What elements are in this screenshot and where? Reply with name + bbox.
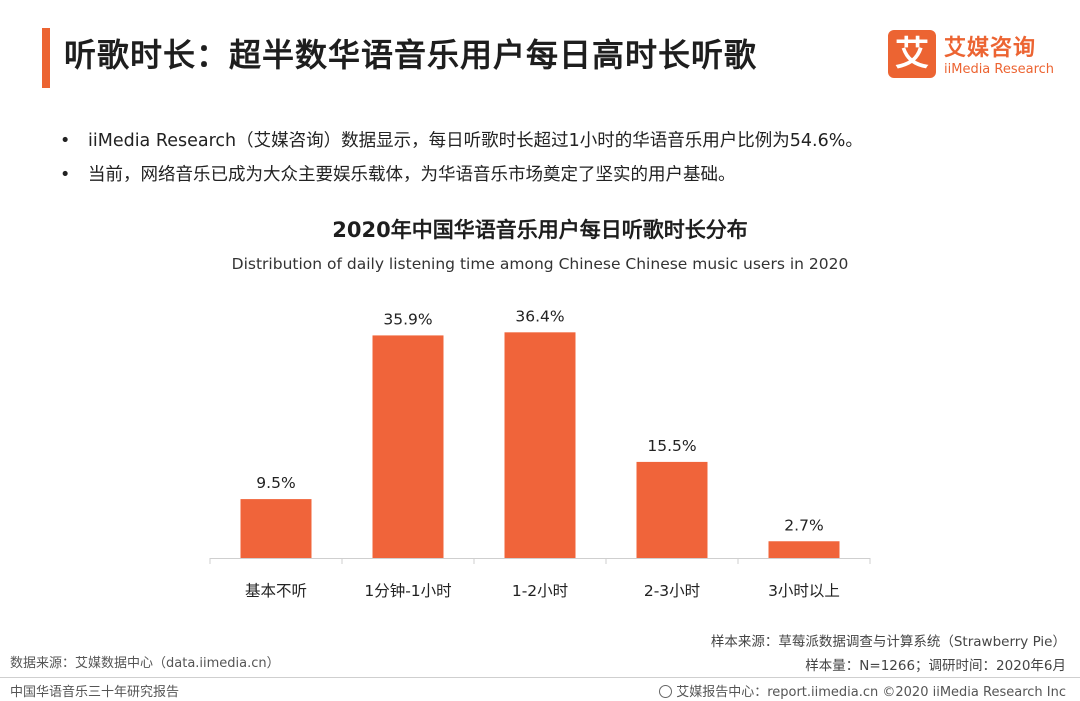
footer-divider [0, 677, 1080, 678]
bar [636, 461, 708, 558]
title-accent-bar [42, 28, 50, 88]
bullet-text: 当前，网络音乐已成为大众主要娱乐载体，为华语音乐市场奠定了坚实的用户基础。 [88, 165, 736, 185]
bar-value-label: 15.5% [647, 437, 696, 455]
report-site-text: 艾媒报告中心：report.iimedia.cn ©2020 iiMedia R… [676, 685, 1066, 700]
x-tick-label: 1分钟-1小时 [364, 582, 451, 600]
summary-bullets: • iiMedia Research（艾媒咨询）数据显示，每日听歌时长超过1小时… [60, 124, 863, 192]
bullet-dot-icon: • [60, 131, 71, 151]
iimedia-logo: 艾 艾媒咨询 iiMedia Research [888, 30, 1068, 82]
data-source: 数据来源：艾媒数据中心（data.iimedia.cn） [10, 656, 280, 671]
bar-value-label: 36.4% [515, 307, 564, 325]
bar [240, 499, 312, 558]
report-name: 中国华语音乐三十年研究报告 [10, 685, 180, 700]
bullet-dot-icon: • [60, 165, 71, 185]
bar-value-label: 2.7% [784, 516, 823, 534]
report-site: 艾媒报告中心：report.iimedia.cn ©2020 iiMedia R… [659, 681, 1066, 700]
globe-icon [659, 685, 673, 698]
x-tick-label: 1-2小时 [512, 582, 568, 600]
sample-size: 样本量：N=1266；调研时间：2020年6月 [805, 658, 1066, 674]
bullet-text: iiMedia Research（艾媒咨询）数据显示，每日听歌时长超过1小时的华… [88, 131, 863, 151]
x-tick-label: 基本不听 [245, 582, 307, 600]
x-tick-label: 3小时以上 [768, 582, 840, 600]
logo-mark-icon: 艾 [888, 30, 936, 78]
page-title: 听歌时长：超半数华语音乐用户每日高时长听歌 [64, 36, 758, 74]
bar [768, 541, 840, 558]
chart-title: 2020年中国华语音乐用户每日听歌时长分布 [332, 218, 748, 242]
chart-subtitle: Distribution of daily listening time amo… [231, 255, 849, 273]
bar [504, 332, 576, 558]
bullet-item: • 当前，网络音乐已成为大众主要娱乐载体，为华语音乐市场奠定了坚实的用户基础。 [60, 158, 863, 192]
bar-value-label: 9.5% [256, 474, 295, 492]
logo-chinese-name: 艾媒咨询 [944, 36, 1037, 61]
bullet-item: • iiMedia Research（艾媒咨询）数据显示，每日听歌时长超过1小时… [60, 124, 863, 158]
x-tick-label: 2-3小时 [644, 582, 700, 600]
sample-source: 样本来源：草莓派数据调查与计算系统（Strawberry Pie） [710, 634, 1066, 650]
bar [372, 335, 444, 558]
bar-value-label: 35.9% [383, 310, 432, 328]
logo-english-name: iiMedia Research [944, 62, 1055, 77]
